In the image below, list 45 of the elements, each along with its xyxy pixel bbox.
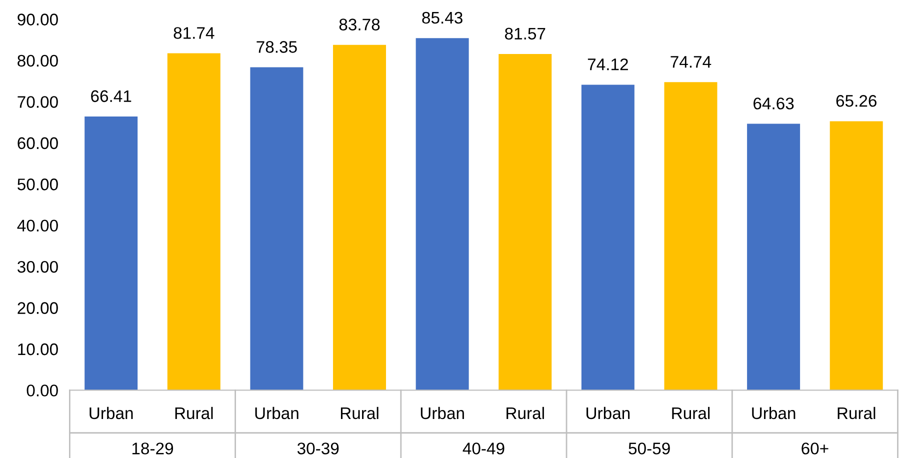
- text: Urban: [752, 406, 796, 420]
- data-label: 83.78: [339, 18, 380, 30]
- text: Urban: [255, 406, 298, 420]
- data-label: 64.63: [754, 98, 794, 110]
- text: Urban: [420, 406, 464, 420]
- bar: [416, 38, 469, 390]
- y-tick-label: 40.00: [17, 220, 58, 232]
- data-label: 66.41: [91, 90, 132, 102]
- text: Rural: [340, 406, 378, 420]
- data-label: 65.26: [836, 95, 876, 107]
- text: Urban: [586, 406, 630, 420]
- data-label: 81.74: [174, 27, 214, 39]
- bar: [747, 124, 800, 390]
- text: Rural: [672, 406, 710, 420]
- x-tick-label: 18-29: [132, 442, 174, 454]
- x-tick-label: 50-59: [628, 442, 670, 454]
- bar: [581, 84, 634, 390]
- data-label: 74.12: [588, 58, 628, 70]
- bar: [664, 82, 718, 390]
- y-tick-label: 0.00: [26, 384, 58, 396]
- y-tick-label: 80.00: [18, 54, 58, 67]
- bar: [167, 53, 220, 390]
- bar: [84, 116, 138, 390]
- bar: [250, 67, 304, 390]
- y-tick-label: 10.00: [18, 343, 58, 356]
- series-label: Rural: [175, 406, 213, 420]
- data-label: 78.35: [256, 41, 297, 53]
- x-tick-label: 40-49: [462, 442, 504, 454]
- y-tick-label: 90.00: [18, 14, 58, 26]
- series-label: Urban: [90, 406, 133, 420]
- text: Rural: [838, 406, 876, 420]
- bar: [830, 121, 883, 390]
- y-tick-label: 20.00: [18, 302, 58, 314]
- data-label: 74.74: [670, 56, 712, 68]
- y-tick-label: 70.00: [18, 96, 58, 108]
- bar: [333, 44, 386, 390]
- x-tick-label: 30-39: [297, 442, 339, 454]
- bar: [498, 54, 552, 390]
- data-label: 85.43: [422, 12, 462, 24]
- text: Rural: [506, 406, 544, 420]
- y-tick-label: 50.00: [18, 178, 58, 190]
- x-tick-label: 60+: [802, 442, 828, 454]
- y-tick-label: 30.00: [18, 260, 58, 273]
- y-tick-label: 60.00: [18, 137, 58, 150]
- data-label: 81.57: [505, 28, 546, 40]
